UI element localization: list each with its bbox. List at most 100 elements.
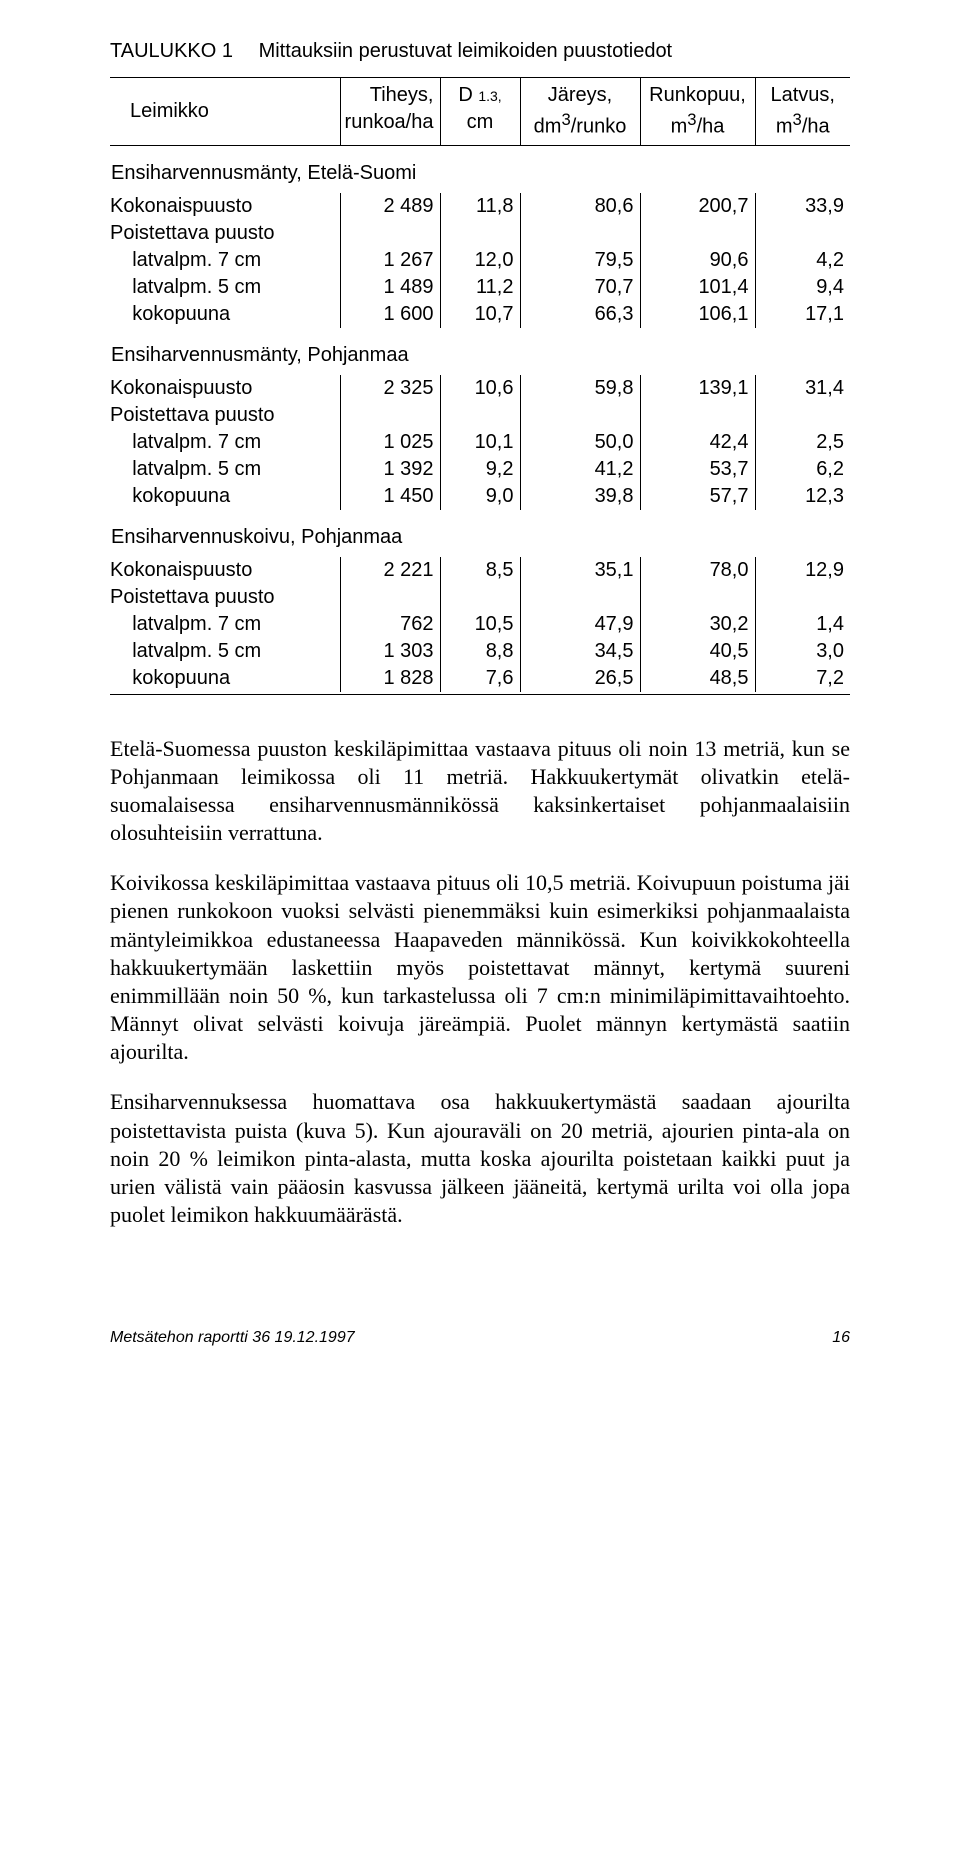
row-label: Kokonaispuusto bbox=[110, 557, 340, 584]
cell: 1,4 bbox=[755, 611, 850, 638]
hdr-jareys-post: /runko bbox=[571, 116, 627, 138]
data-table: Leimikko Tiheys, runkoa/ha D 1.3, cm Jär… bbox=[110, 77, 850, 695]
cell: 139,1 bbox=[640, 375, 755, 402]
paragraph: Etelä-Suomessa puuston keskiläpimittaa v… bbox=[110, 735, 850, 848]
table-row: Kokonaispuusto2 2218,535,178,012,9 bbox=[110, 557, 850, 584]
row-label: Poistettava puusto bbox=[110, 584, 340, 611]
cell bbox=[640, 402, 755, 429]
row-label: latvalpm. 5 cm bbox=[110, 638, 340, 665]
cell: 1 600 bbox=[340, 301, 440, 328]
row-label: latvalpm. 7 cm bbox=[110, 429, 340, 456]
cell: 9,2 bbox=[440, 456, 520, 483]
cell: 79,5 bbox=[520, 247, 640, 274]
hdr-d13-l1: D 1.3, bbox=[445, 82, 516, 109]
table-row: Poistettava puusto bbox=[110, 220, 850, 247]
cell: 2 489 bbox=[340, 193, 440, 220]
hdr-runkopuu-l1: Runkopuu, bbox=[645, 82, 751, 109]
paragraph: Ensiharvennuksessa huomattava osa hakkuu… bbox=[110, 1088, 850, 1229]
row-label: latvalpm. 7 cm bbox=[110, 611, 340, 638]
hdr-runkopuu-sup: 3 bbox=[687, 110, 696, 129]
cell bbox=[755, 402, 850, 429]
cell: 80,6 bbox=[520, 193, 640, 220]
cell: 30,2 bbox=[640, 611, 755, 638]
cell: 1 392 bbox=[340, 456, 440, 483]
table-row: kokopuuna1 4509,039,857,712,3 bbox=[110, 483, 850, 510]
cell: 26,5 bbox=[520, 665, 640, 692]
table-row: Poistettava puusto bbox=[110, 584, 850, 611]
row-label: latvalpm. 7 cm bbox=[110, 247, 340, 274]
footer-right: 16 bbox=[832, 1329, 850, 1347]
section-title-row: Ensiharvennusmänty, Pohjanmaa bbox=[110, 328, 850, 375]
cell: 7,2 bbox=[755, 665, 850, 692]
cell: 90,6 bbox=[640, 247, 755, 274]
table-row: latvalpm. 5 cm1 3929,241,253,76,2 bbox=[110, 456, 850, 483]
hdr-jareys-pre: dm bbox=[534, 116, 562, 138]
cell: 106,1 bbox=[640, 301, 755, 328]
hdr-latvus-pre: m bbox=[776, 116, 793, 138]
hdr-runkopuu-pre: m bbox=[671, 116, 688, 138]
cell bbox=[640, 584, 755, 611]
hdr-tiheys-l2: runkoa/ha bbox=[345, 109, 434, 136]
cell: 10,1 bbox=[440, 429, 520, 456]
cell: 9,4 bbox=[755, 274, 850, 301]
cell: 70,7 bbox=[520, 274, 640, 301]
table-row: Poistettava puusto bbox=[110, 402, 850, 429]
cell: 101,4 bbox=[640, 274, 755, 301]
cell: 48,5 bbox=[640, 665, 755, 692]
cell: 53,7 bbox=[640, 456, 755, 483]
cell: 12,3 bbox=[755, 483, 850, 510]
hdr-d13-l2: cm bbox=[445, 109, 516, 136]
cell: 10,5 bbox=[440, 611, 520, 638]
hdr-runkopuu: Runkopuu, m3/ha bbox=[640, 78, 755, 146]
hdr-runkopuu-l2: m3/ha bbox=[645, 109, 751, 141]
cell: 12,9 bbox=[755, 557, 850, 584]
cell bbox=[520, 584, 640, 611]
cell: 1 303 bbox=[340, 638, 440, 665]
section-title-row: Ensiharvennuskoivu, Pohjanmaa bbox=[110, 510, 850, 557]
caption-text: Mittauksiin perustuvat leimikoiden puust… bbox=[259, 40, 673, 62]
cell bbox=[755, 584, 850, 611]
hdr-latvus-sup: 3 bbox=[793, 110, 802, 129]
cell: 1 489 bbox=[340, 274, 440, 301]
paragraph: Koivikossa keskiläpimittaa vastaava pitu… bbox=[110, 869, 850, 1066]
cell bbox=[520, 402, 640, 429]
table-row: latvalpm. 7 cm76210,547,930,21,4 bbox=[110, 611, 850, 638]
cell: 10,7 bbox=[440, 301, 520, 328]
cell: 42,4 bbox=[640, 429, 755, 456]
page: TAULUKKO 1 Mittauksiin perustuvat leimik… bbox=[0, 0, 960, 1387]
cell: 57,7 bbox=[640, 483, 755, 510]
cell: 2,5 bbox=[755, 429, 850, 456]
hdr-tiheys: Tiheys, runkoa/ha bbox=[340, 78, 440, 146]
hdr-jareys-l2: dm3/runko bbox=[525, 109, 636, 141]
footer-left: Metsätehon raportti 36 19.12.1997 bbox=[110, 1329, 355, 1347]
table-row: latvalpm. 5 cm1 48911,270,7101,49,4 bbox=[110, 274, 850, 301]
cell: 200,7 bbox=[640, 193, 755, 220]
table-row: Kokonaispuusto2 48911,880,6200,733,9 bbox=[110, 193, 850, 220]
row-label: latvalpm. 5 cm bbox=[110, 274, 340, 301]
cell: 3,0 bbox=[755, 638, 850, 665]
hdr-d13-l1a: D bbox=[458, 84, 478, 106]
cell: 34,5 bbox=[520, 638, 640, 665]
cell: 9,0 bbox=[440, 483, 520, 510]
cell: 78,0 bbox=[640, 557, 755, 584]
cell: 35,1 bbox=[520, 557, 640, 584]
hdr-leimikko: Leimikko bbox=[110, 78, 340, 146]
cell: 41,2 bbox=[520, 456, 640, 483]
hdr-jareys-l1: Järeys, bbox=[525, 82, 636, 109]
hdr-tiheys-l1: Tiheys, bbox=[345, 82, 434, 109]
cell: 762 bbox=[340, 611, 440, 638]
cell: 1 025 bbox=[340, 429, 440, 456]
cell: 31,4 bbox=[755, 375, 850, 402]
cell: 33,9 bbox=[755, 193, 850, 220]
table-row: kokopuuna1 8287,626,548,57,2 bbox=[110, 665, 850, 692]
hdr-d13-sub: 1.3, bbox=[478, 88, 501, 104]
cell: 6,2 bbox=[755, 456, 850, 483]
row-label: kokopuuna bbox=[110, 483, 340, 510]
hdr-runkopuu-post: /ha bbox=[697, 116, 725, 138]
row-label: kokopuuna bbox=[110, 665, 340, 692]
cell bbox=[440, 402, 520, 429]
cell: 50,0 bbox=[520, 429, 640, 456]
hdr-latvus-l2: m3/ha bbox=[760, 109, 847, 141]
hdr-latvus-post: /ha bbox=[802, 116, 830, 138]
hdr-jareys-sup: 3 bbox=[561, 110, 570, 129]
